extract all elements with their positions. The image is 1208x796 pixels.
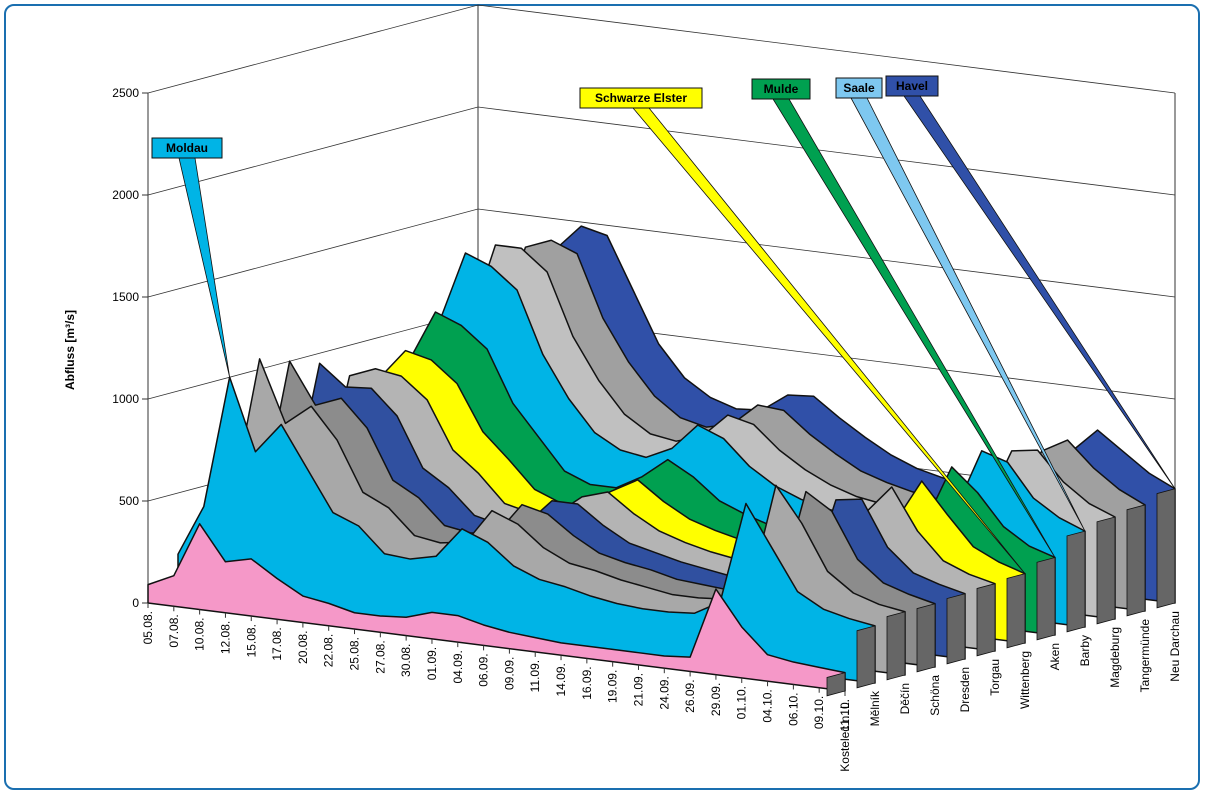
- x-tick-label: 29.09.: [709, 683, 723, 716]
- ribbon-end: [1036, 556, 1056, 641]
- grid-line: [147, 106, 1176, 196]
- depth-tick-label: Děčín: [898, 683, 912, 714]
- ribbon-end: [1126, 504, 1146, 617]
- callout-box: [579, 87, 703, 109]
- depth-tick-label: Mělník: [868, 690, 882, 726]
- y-tick-label: 500: [119, 494, 139, 508]
- x-tick-label: 07.08.: [167, 614, 181, 647]
- depth-tick-label: Magdeburg: [1108, 627, 1122, 688]
- y-axis-label: Abfluss [m³/s]: [63, 310, 77, 390]
- ribbon-end: [946, 593, 966, 665]
- depth-tick-label: Neu Darchau: [1168, 611, 1182, 682]
- grid-line: [147, 4, 1176, 94]
- ribbon-end: [1066, 530, 1086, 633]
- ribbon-end: [856, 625, 876, 689]
- x-tick-label: 04.10.: [761, 689, 775, 722]
- x-tick-label: 22.08.: [322, 634, 336, 667]
- ribbon-end: [976, 583, 996, 657]
- callout-label: Mulde: [764, 82, 799, 96]
- x-tick-label: 14.09.: [554, 663, 568, 696]
- ribbon-end: [886, 611, 906, 681]
- x-tick-label: 24.09.: [657, 676, 671, 709]
- y-tick-label: 2000: [112, 188, 139, 202]
- x-tick-label: 12.08.: [218, 621, 232, 654]
- x-tick-label: 09.09.: [502, 657, 516, 690]
- depth-tick-label: Schöna: [928, 675, 942, 716]
- callout-pointer: [903, 95, 1176, 489]
- frame: [4, 4, 1200, 790]
- depth-tick-label: Dresden: [958, 667, 972, 712]
- callout-label: Havel: [896, 79, 928, 93]
- x-tick-label: 06.10.: [786, 692, 800, 725]
- ribbon: [147, 523, 846, 692]
- x-tick-label: 01.10.: [735, 686, 749, 719]
- x-tick-label: 20.08.: [296, 631, 310, 664]
- x-tick-label: 15.08.: [244, 624, 258, 657]
- y-tick-label: 1500: [112, 290, 139, 304]
- callout-label: Schwarze Elster: [595, 91, 687, 105]
- x-tick-label: 11.10.: [838, 699, 852, 731]
- depth-tick-label: Barby: [1078, 635, 1092, 666]
- ribbon-end: [1156, 488, 1176, 609]
- y-tick-label: 1000: [112, 392, 139, 406]
- x-tick-label: 06.09.: [477, 653, 491, 686]
- ribbon: [177, 376, 876, 684]
- ribbon-end: [1006, 573, 1026, 649]
- depth-tick-label: Kostelec n. L.: [838, 699, 852, 772]
- depth-tick-label: Tangermünde: [1138, 619, 1152, 693]
- x-tick-label: 17.08.: [270, 627, 284, 660]
- ribbon-end: [826, 672, 846, 697]
- ribbon-end: [916, 603, 936, 673]
- depth-tick-label: Torgau: [988, 659, 1002, 696]
- callout-box: [751, 78, 811, 100]
- x-tick-label: 04.09.: [451, 650, 465, 683]
- depth-tick-label: Aken: [1048, 643, 1062, 670]
- x-tick-label: 26.09.: [683, 679, 697, 712]
- callout-box: [151, 137, 223, 159]
- callout-label: Moldau: [166, 141, 208, 155]
- x-tick-label: 16.09.: [580, 666, 594, 699]
- x-tick-label: 27.08.: [373, 640, 387, 673]
- x-tick-label: 30.08.: [399, 644, 413, 677]
- ribbon-end: [1096, 516, 1116, 625]
- x-tick-label: 11.09.: [528, 660, 542, 692]
- depth-tick-label: Wittenberg: [1018, 651, 1032, 709]
- callout-label: Saale: [843, 81, 875, 95]
- x-tick-label: 05.08.: [141, 611, 155, 644]
- x-tick-label: 19.09.: [606, 670, 620, 703]
- x-tick-label: 10.08.: [193, 618, 207, 651]
- y-tick-label: 0: [132, 596, 139, 610]
- x-tick-label: 25.08.: [348, 637, 362, 670]
- callout-pointer: [178, 157, 231, 378]
- x-tick-label: 09.10.: [812, 696, 826, 729]
- callout-box: [885, 75, 939, 97]
- x-tick-label: 21.09.: [631, 673, 645, 706]
- y-tick-label: 2500: [112, 86, 139, 100]
- callout-box: [835, 77, 883, 99]
- x-tick-label: 01.09.: [425, 647, 439, 680]
